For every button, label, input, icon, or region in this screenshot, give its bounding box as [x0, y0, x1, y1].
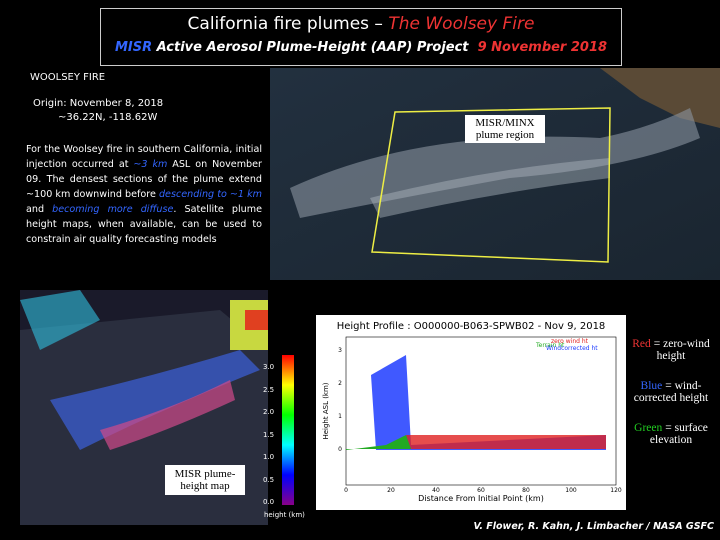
legend-key: Red	[632, 338, 651, 350]
description: For the Woolsey fire in southern Califor…	[26, 142, 262, 247]
legend-key: Green	[634, 422, 663, 434]
y-axis-label: Height ASL (km)	[322, 382, 330, 439]
text: . Satellite plume height maps, when avai…	[26, 204, 263, 245]
height-profile: Height Profile : O000000-B063-SPWB02 - N…	[316, 315, 626, 510]
highlight: ~3 km	[133, 159, 168, 170]
legend-key: Blue	[640, 380, 663, 392]
legend-item: Red = zero-wind height	[626, 338, 716, 362]
colorbar-tick: 1.0	[263, 453, 275, 461]
coords: ~36.22N, -118.62W	[58, 112, 158, 123]
origin: Origin: November 8, 2018	[33, 98, 164, 109]
x-axis-label: Distance From Initial Point (km)	[418, 494, 544, 503]
colorbar	[282, 355, 294, 505]
title-box: California fire plumes – The Woolsey Fir…	[100, 8, 622, 66]
legend-text: = wind-corrected height	[633, 380, 709, 404]
x-tick-label: 80	[522, 487, 530, 494]
x-tick-label: 60	[477, 487, 485, 494]
subtitle-project: Active Aerosol Plume-Height (AAP) Projec…	[156, 40, 469, 55]
y-tick-label: 3	[338, 347, 342, 354]
highlight: descending to ~1 km	[158, 189, 262, 200]
y-tick-label: 0	[338, 446, 342, 453]
color-legend: Red = zero-wind height Blue = wind-correcte…	[626, 338, 716, 464]
x-tick-label: 0	[344, 487, 348, 494]
highlight: becoming more diffuse	[52, 204, 174, 215]
text: For the Woolsey fire in southern Califor…	[26, 144, 262, 170]
legend-entry: zero wind ht	[551, 338, 589, 345]
map-label: MISR plume-height map	[165, 465, 245, 495]
x-tick-label: 40	[432, 487, 440, 494]
colorbar-tick: 0.0	[263, 498, 275, 506]
legend-entry: Terrain ht	[535, 342, 565, 349]
satellite-image	[270, 68, 720, 280]
title-text: California fire plumes –	[187, 14, 389, 34]
colorbar-tick: 2.0	[263, 408, 275, 416]
legend-entry: Windcorrected ht	[546, 345, 598, 352]
text: and	[26, 204, 53, 215]
credit: V. Flower, R. Kahn, J. Limbacher / NASA …	[473, 521, 715, 532]
legend-text: = surface elevation	[649, 422, 708, 446]
x-tick-label: 20	[387, 487, 395, 494]
colorbar-unit: height (km)	[264, 511, 305, 519]
profile-title: Height Profile : O000000-B063-SPWB02 - N…	[337, 321, 606, 332]
title-highlight: The Woolsey Fire	[388, 14, 535, 34]
title: California fire plumes – The Woolsey Fir…	[101, 14, 621, 34]
colorbar-tick: 3.0	[263, 363, 275, 371]
legend-item: Blue = wind-corrected height	[626, 380, 716, 404]
y-tick-label: 2	[338, 380, 342, 387]
image-label: MISR/MINX plume region	[465, 115, 545, 143]
colorbar-tick: 2.5	[263, 385, 275, 394]
section-label: WOOLSEY FIRE	[30, 72, 106, 83]
subtitle: MISR Active Aerosol Plume-Height (AAP) P…	[101, 40, 621, 55]
colorbar-tick: 1.5	[263, 430, 275, 439]
x-tick-label: 100	[565, 487, 577, 494]
x-tick-label: 120	[610, 487, 622, 494]
subtitle-misr: MISR	[114, 40, 153, 55]
subtitle-date: 9 November 2018	[477, 40, 608, 55]
text: ASL on November 09. The densest sections…	[26, 159, 262, 200]
profile-ticks: 0 1 2 3 0 20 40 60 80 100 120	[338, 347, 622, 494]
legend-text: = zero-wind height	[653, 338, 710, 362]
legend-item: Green = surface elevation	[626, 422, 716, 446]
y-tick-label: 1	[338, 413, 342, 420]
colorbar-tick: 0.5	[263, 475, 275, 484]
